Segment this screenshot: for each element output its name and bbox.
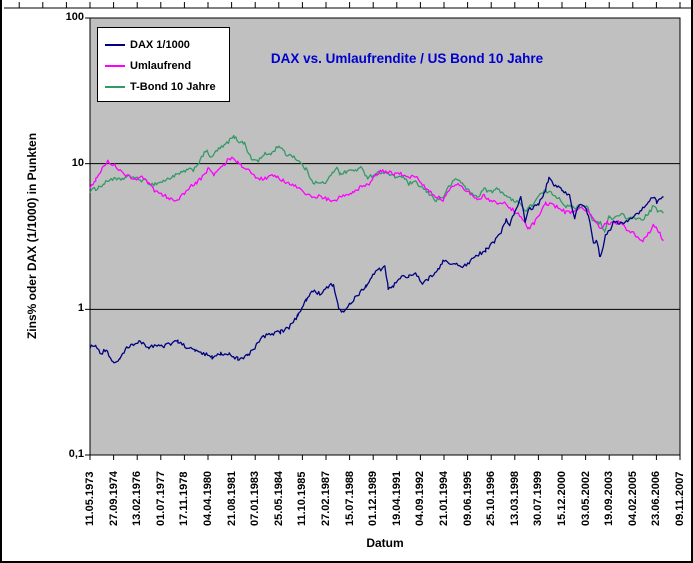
x-tick-label: 01.07.1977 [154, 470, 167, 526]
x-tick-label: 07.01.1983 [249, 470, 262, 526]
x-tick-label: 19.09.2003 [603, 470, 616, 526]
x-tick-label: 01.12.1989 [367, 470, 380, 526]
x-tick-label: 03.05.2002 [579, 470, 592, 526]
x-tick-label: 04.09.1992 [414, 470, 427, 526]
legend-label-umlaufrendite: Umlaufrend [130, 59, 192, 72]
x-tick-label: 13.03.1998 [508, 470, 521, 526]
y-tick-label: 100 [65, 11, 84, 23]
legend: DAX 1/1000 Umlaufrend T-Bond 10 Jahre [97, 27, 230, 102]
x-tick-label: 09.06.1995 [461, 470, 474, 526]
x-tick-label: 13.02.1976 [131, 470, 144, 526]
y-tick-label: 0,1 [68, 448, 84, 460]
x-tick-label: 04.04.1980 [202, 470, 214, 526]
x-tick-label: 11.05.1973 [84, 471, 96, 526]
x-tick-label: 11.10.1985 [296, 471, 309, 526]
legend-item-dax: DAX 1/1000 [105, 34, 229, 55]
legend-label-tbond: T-Bond 10 Jahre [130, 80, 216, 93]
x-tick-label: 17.11.1978 [178, 471, 191, 526]
x-tick-label: 21.08.1981 [225, 470, 238, 526]
y-axis-title: Zins% oder DAX (1/1000) in Punkten [25, 132, 39, 340]
legend-line-dax [105, 43, 125, 46]
legend-item-umlaufrendite: Umlaufrend [105, 55, 229, 76]
x-tick-label: 23.06.2006 [650, 470, 663, 526]
series-line-dax-1-1000 [89, 176, 664, 364]
chart-title: DAX vs. Umlaufrendite / US Bond 10 Jahre [270, 51, 544, 66]
x-tick-label: 30.07.1999 [532, 470, 545, 526]
y-tick-label: 10 [71, 156, 84, 169]
x-tick-label: 21.01.1994 [438, 470, 450, 526]
legend-item-tbond: T-Bond 10 Jahre [105, 76, 229, 97]
x-tick-label: 19.04.1991 [390, 470, 403, 526]
x-tick-label: 15.12.2000 [556, 470, 568, 526]
y-tick-label: 1 [77, 302, 84, 315]
x-tick-label: 25.10.1996 [485, 470, 498, 526]
x-tick-label: 04.02.2005 [626, 470, 639, 526]
x-tick-label: 25.05.1984 [272, 470, 285, 526]
legend-label-dax: DAX 1/1000 [130, 38, 190, 51]
x-axis-title: Datum [366, 536, 404, 550]
x-tick-label: 15.07.1988 [343, 470, 356, 526]
legend-line-umlaufrendite [105, 64, 125, 67]
x-tick-label: 27.09.1974 [107, 470, 120, 526]
x-tick-label: 09.11.2007 [674, 471, 686, 526]
x-tick-label: 27.02.1987 [320, 470, 332, 526]
legend-line-tbond [105, 85, 125, 88]
series-line-umlaufrend [89, 156, 664, 243]
